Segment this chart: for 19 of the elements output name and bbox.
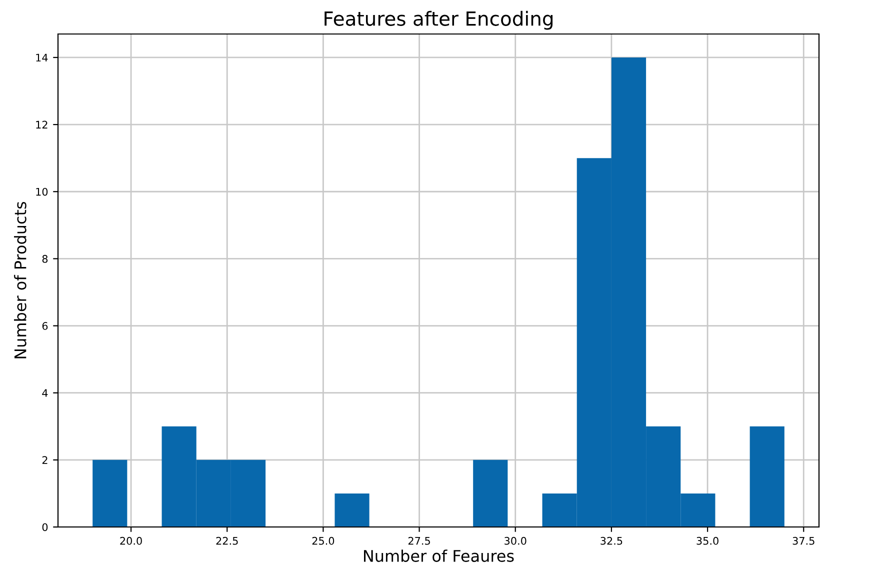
y-axis-title: Number of Products (14, 202, 26, 358)
x-tick-label: 22.5 (216, 536, 238, 545)
x-tick-label: 37.5 (792, 536, 814, 545)
y-tick-label: 10 (36, 188, 48, 196)
y-tick-label: 14 (36, 54, 48, 62)
x-axis-title: Number of Feaures (364, 550, 514, 562)
y-tick-label: 12 (36, 120, 48, 129)
x-tick-label: 30.0 (504, 536, 526, 545)
y-tick-label: 4 (42, 389, 48, 397)
x-tick-label: 25.0 (312, 536, 334, 545)
y-tick-label: 8 (42, 254, 48, 263)
y-tick-label: 0 (42, 523, 48, 532)
chart-title: Features after Encoding (324, 10, 553, 30)
y-tick-label: 2 (42, 456, 48, 464)
x-tick-label: 20.0 (120, 536, 142, 545)
x-tick-label: 35.0 (696, 536, 718, 545)
x-tick-label: 27.5 (408, 536, 430, 545)
y-tick-label: 6 (42, 322, 48, 330)
x-tick-label: 32.5 (600, 536, 622, 545)
